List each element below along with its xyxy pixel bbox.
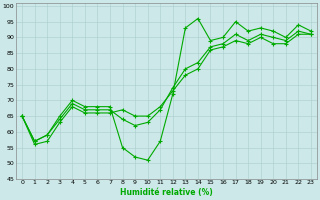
X-axis label: Humidité relative (%): Humidité relative (%)	[120, 188, 213, 197]
